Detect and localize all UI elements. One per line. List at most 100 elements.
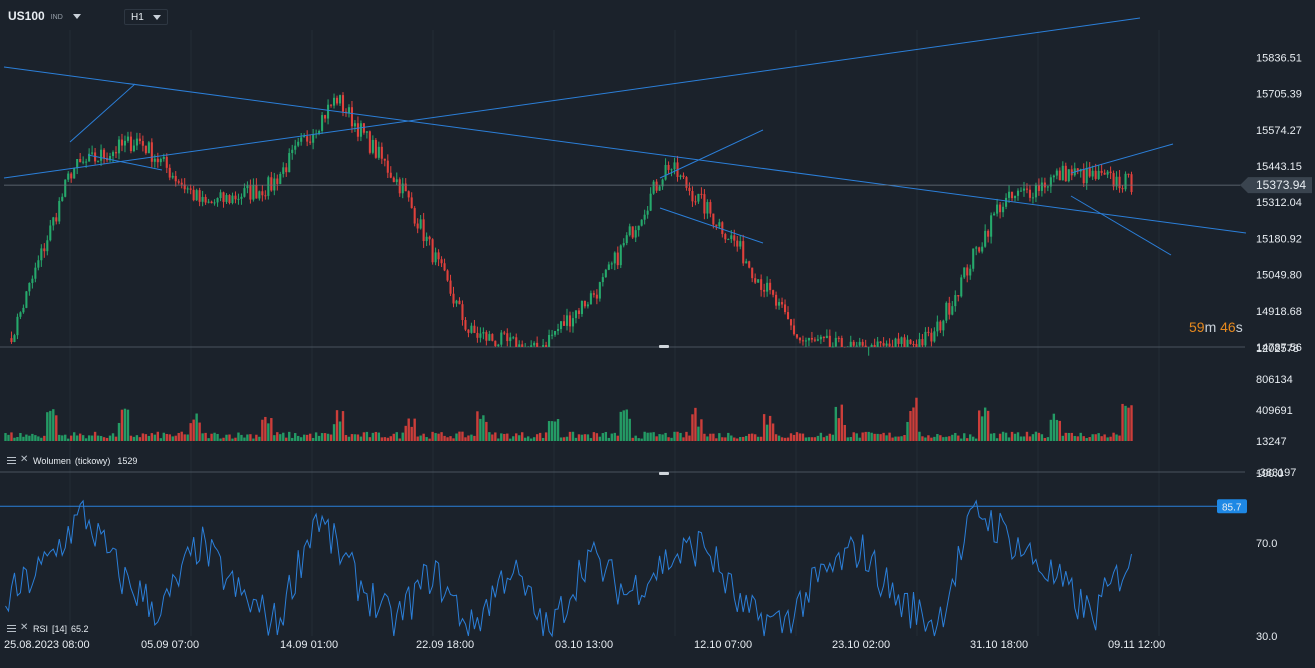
volume-bar — [846, 437, 849, 441]
volume-bar — [458, 431, 461, 441]
volume-bar — [565, 436, 569, 441]
volume-bar — [509, 438, 512, 441]
volume-bar — [297, 435, 300, 441]
menu-icon[interactable] — [7, 625, 16, 633]
close-icon[interactable] — [20, 454, 29, 465]
candle-body — [855, 345, 858, 347]
candle-body — [586, 304, 589, 307]
candle-body — [22, 307, 25, 313]
countdown-seconds-unit: s — [1235, 319, 1243, 335]
candle-body — [559, 321, 563, 330]
volume-bar — [368, 437, 372, 441]
volume-bar — [789, 433, 793, 441]
menu-icon[interactable] — [7, 457, 16, 465]
timeframe-selector[interactable]: H1 — [124, 9, 168, 25]
volume-bar — [685, 431, 688, 441]
candle-body — [595, 294, 598, 299]
volume-bar — [231, 438, 234, 441]
candle-body — [207, 201, 210, 203]
volume-bar — [535, 434, 539, 441]
volume-bar — [123, 408, 127, 441]
candle-body — [410, 197, 413, 209]
candle-body — [401, 183, 404, 194]
volume-bar — [750, 433, 754, 441]
volume-bar — [135, 435, 139, 441]
trendline — [659, 207, 764, 244]
volume-bar — [264, 416, 267, 441]
candle-body — [359, 123, 362, 137]
volume-bar — [1121, 403, 1124, 441]
volume-bar — [580, 434, 584, 441]
candle-body — [303, 136, 306, 138]
volume-bar — [595, 433, 599, 441]
candle-body — [332, 97, 336, 106]
volume-bar — [120, 409, 124, 441]
candle-body — [389, 172, 392, 178]
candle-body — [927, 331, 930, 333]
volume-bar — [452, 438, 455, 441]
volume-bar — [983, 407, 987, 441]
volume-bar — [22, 436, 25, 441]
pane-resize-handle[interactable] — [659, 345, 669, 348]
volume-bar — [679, 432, 682, 441]
candle-body — [58, 200, 61, 222]
candle-body — [46, 240, 49, 252]
candle-body — [870, 345, 873, 347]
candle-body — [1067, 169, 1070, 182]
candle-body — [19, 312, 22, 317]
volume-bar — [443, 435, 446, 441]
candle-body — [772, 290, 775, 295]
candle-body — [664, 164, 667, 180]
candle-body — [144, 145, 147, 154]
close-icon[interactable] — [20, 622, 29, 633]
candle-body — [990, 215, 993, 237]
candle-body — [165, 156, 168, 168]
trendline — [3, 66, 1247, 234]
volume-bar — [730, 435, 733, 441]
candle-body — [694, 201, 697, 203]
candle-body — [691, 190, 694, 202]
volume-bar — [727, 432, 730, 441]
volume-bar — [222, 437, 225, 441]
candle-body — [395, 179, 398, 183]
candle-body — [189, 188, 192, 190]
volume-bar — [780, 437, 784, 441]
volume-bar — [843, 424, 846, 441]
chevron-down-icon — [153, 14, 161, 20]
candle-body — [76, 158, 79, 169]
trendline — [1070, 195, 1172, 256]
volume-bar — [335, 410, 339, 441]
candle-body — [858, 341, 861, 346]
volume-bar — [326, 433, 330, 441]
volume-bar — [876, 433, 879, 441]
candle-body — [589, 293, 592, 305]
volume-bars-group — [4, 397, 1133, 441]
volume-bar — [825, 435, 829, 441]
price-axis-label: 15705.39 — [1256, 89, 1302, 101]
candle-body — [783, 304, 787, 313]
volume-bar — [10, 432, 13, 441]
volume-bar — [470, 434, 473, 441]
volume-axis-label: -383197 — [1256, 467, 1296, 479]
volume-bar — [1127, 407, 1130, 441]
candle-body — [1088, 167, 1091, 177]
candle-body — [706, 202, 709, 214]
candle-body — [13, 335, 16, 343]
volume-bar — [1064, 432, 1067, 441]
candle-body — [1100, 170, 1103, 173]
volume-bar — [538, 432, 542, 441]
pane-resize-handle[interactable] — [659, 472, 669, 475]
volume-bar — [108, 435, 112, 441]
volume-bar — [1058, 420, 1062, 441]
volume-bar — [655, 436, 658, 441]
volume-bar — [446, 437, 449, 441]
symbol-selector[interactable]: US100 IND — [8, 9, 81, 23]
candle-body — [297, 141, 300, 146]
candle-body — [515, 337, 518, 347]
rsi-legend: RSI [14] 65.2 — [7, 622, 89, 634]
candle-body — [1121, 188, 1124, 190]
candle-body — [177, 181, 180, 183]
volume-bar — [311, 437, 315, 441]
candle-body — [147, 142, 150, 154]
